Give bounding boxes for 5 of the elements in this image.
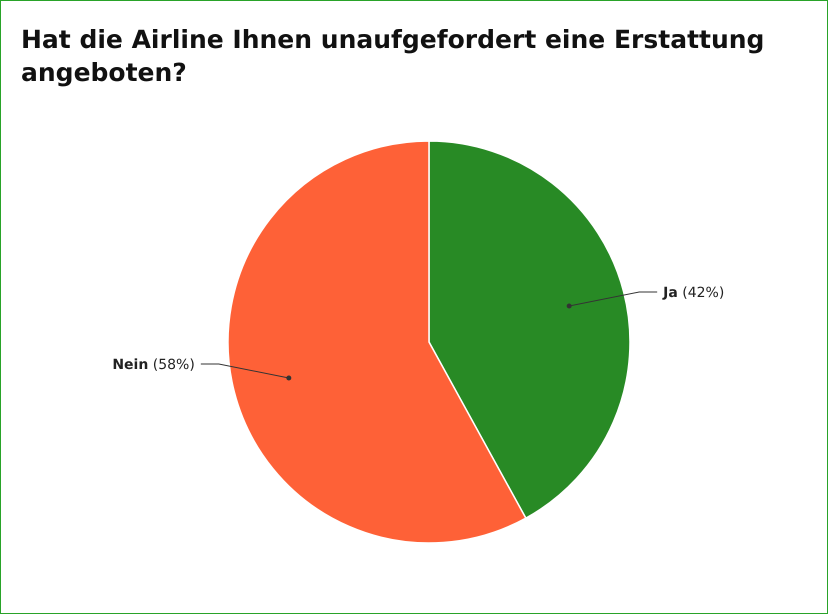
- chart-title: Hat die Airline Ihnen unaufgefordert eine Erstattung angeboten?: [21, 24, 766, 89]
- slice-label: Nein: [112, 356, 148, 373]
- data-label: (42%): [678, 285, 724, 302]
- data-label: (58%): [148, 356, 195, 373]
- slice-label: Ja: [662, 285, 678, 302]
